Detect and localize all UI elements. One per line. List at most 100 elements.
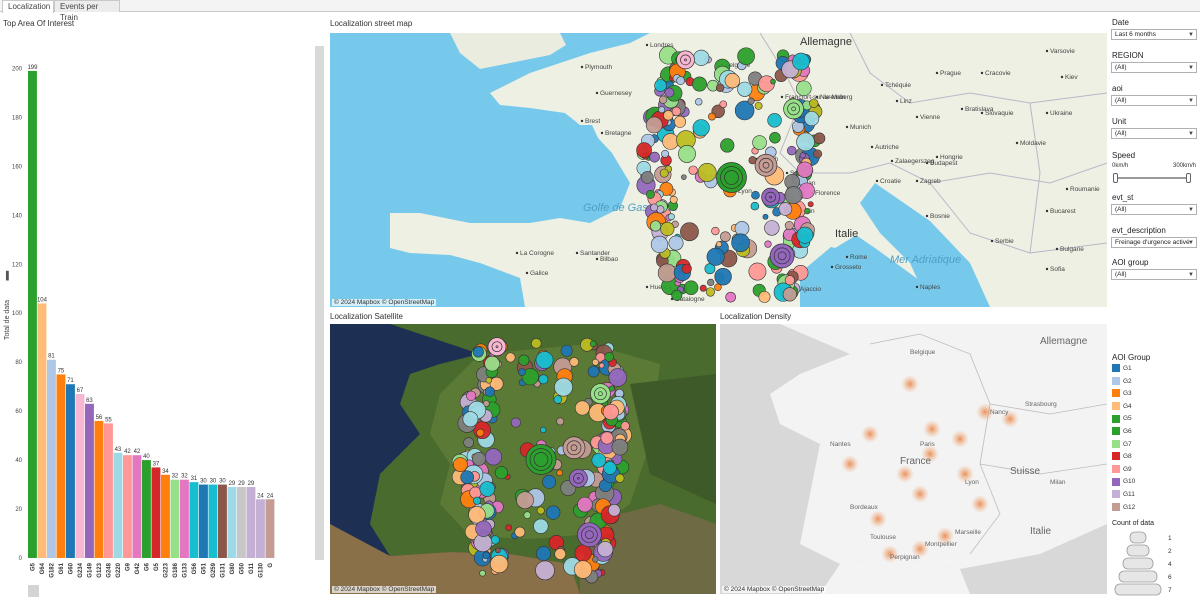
event-bubble[interactable] [750,201,760,211]
event-bubble[interactable] [650,220,662,232]
event-bubble[interactable] [784,275,795,286]
bar[interactable] [75,394,85,558]
event-bubble[interactable] [813,132,826,145]
event-bubble[interactable] [641,171,654,184]
event-bubble[interactable] [748,262,767,281]
bar[interactable] [237,487,246,558]
legend-item-g11[interactable]: G11 [1112,490,1135,500]
event-bubble[interactable] [659,168,669,178]
event-bubble[interactable] [592,556,599,563]
event-bubble[interactable] [796,80,812,97]
bar[interactable] [151,467,161,558]
event-bubble[interactable] [604,352,614,362]
event-bubble[interactable] [778,202,793,216]
event-bubble[interactable] [769,132,781,144]
event-bubble[interactable] [697,163,717,182]
event-bubble[interactable] [668,235,684,251]
event-bubble[interactable] [536,506,545,515]
event-bubble[interactable] [608,368,628,387]
filter-select-aoi-group[interactable]: (All) ▼ [1111,269,1197,280]
legend-item-g12[interactable]: G12 [1112,502,1135,513]
event-bubble-large[interactable] [533,452,549,467]
event-bubble-large[interactable] [598,391,603,397]
event-bubble[interactable] [692,119,710,137]
event-bubble[interactable] [505,352,516,363]
event-bubble[interactable] [472,451,487,466]
event-bubble[interactable] [521,368,539,386]
event-bubble[interactable] [535,560,555,581]
event-bubble[interactable] [764,220,780,236]
event-bubble[interactable] [796,132,815,152]
event-bubble[interactable] [708,112,716,121]
event-bubble-large[interactable] [724,170,739,185]
event-bubble[interactable] [683,280,699,295]
event-bubble[interactable] [792,52,810,71]
event-bubble[interactable] [636,142,652,158]
event-bubble[interactable] [680,222,699,242]
event-bubble[interactable] [608,503,621,517]
event-bubble[interactable] [574,400,590,416]
event-bubble[interactable] [554,548,567,560]
event-bubble[interactable] [475,520,492,537]
event-bubble[interactable] [510,417,521,428]
event-bubble[interactable] [479,569,486,577]
event-bubble[interactable] [661,149,670,158]
filter-select-aoi[interactable]: (All) ▼ [1111,95,1197,106]
event-bubble[interactable] [660,221,675,237]
event-bubble[interactable] [714,268,732,286]
event-bubble[interactable] [535,351,554,369]
bar[interactable] [113,452,123,558]
event-bubble[interactable] [720,138,735,153]
speed-slider-min-handle[interactable] [1113,173,1118,183]
event-bubble[interactable] [737,81,753,97]
event-bubble[interactable] [693,49,710,66]
event-bubble[interactable] [752,135,767,150]
event-bubble[interactable] [591,452,607,468]
event-bubble[interactable] [751,190,760,200]
event-bubble[interactable] [505,524,513,532]
event-bubble[interactable] [764,240,772,248]
bar[interactable] [104,423,113,558]
event-bubble[interactable] [786,145,797,156]
event-bubble[interactable] [754,101,763,110]
event-bubble[interactable] [784,186,803,205]
bar[interactable] [199,484,208,558]
bar[interactable] [132,455,142,558]
event-bubble[interactable] [714,283,722,292]
event-bubble[interactable] [706,247,725,266]
event-bubble[interactable] [573,560,593,579]
event-bubble[interactable] [536,546,551,561]
event-bubble[interactable] [472,346,484,358]
bar[interactable] [161,474,170,558]
event-bubble[interactable] [681,174,687,180]
event-bubble[interactable] [664,87,675,98]
event-bubble[interactable] [671,106,682,117]
event-bubble[interactable] [767,113,782,128]
event-bubble[interactable] [460,470,475,485]
event-bubble[interactable] [657,263,677,283]
event-bubble[interactable] [463,437,474,448]
density-map-attribution[interactable]: © 2024 Mapbox © OpenStreetMap [722,586,827,593]
event-bubble[interactable] [533,518,549,534]
event-bubble[interactable] [490,554,509,574]
event-bubble[interactable] [762,213,769,220]
event-bubble[interactable] [671,289,683,301]
event-bubble[interactable] [737,47,755,66]
event-bubble[interactable] [538,374,549,385]
event-bubble[interactable] [734,100,755,121]
event-bubble[interactable] [516,491,534,510]
event-bubble[interactable] [807,201,814,208]
event-bubble[interactable] [662,133,679,150]
event-bubble[interactable] [462,411,479,428]
event-bubble[interactable] [673,115,687,128]
bar[interactable] [66,384,75,558]
event-bubble[interactable] [589,340,597,348]
event-bubble[interactable] [711,226,720,236]
event-bubble[interactable] [484,386,495,397]
bar[interactable] [227,487,237,558]
legend-item-g4[interactable]: G4 [1112,402,1132,412]
legend-item-g2[interactable]: G2 [1112,376,1132,387]
event-bubble[interactable] [649,151,660,163]
tab-events-per-train[interactable]: Events per Train [54,0,120,22]
event-bubble[interactable] [699,284,707,292]
